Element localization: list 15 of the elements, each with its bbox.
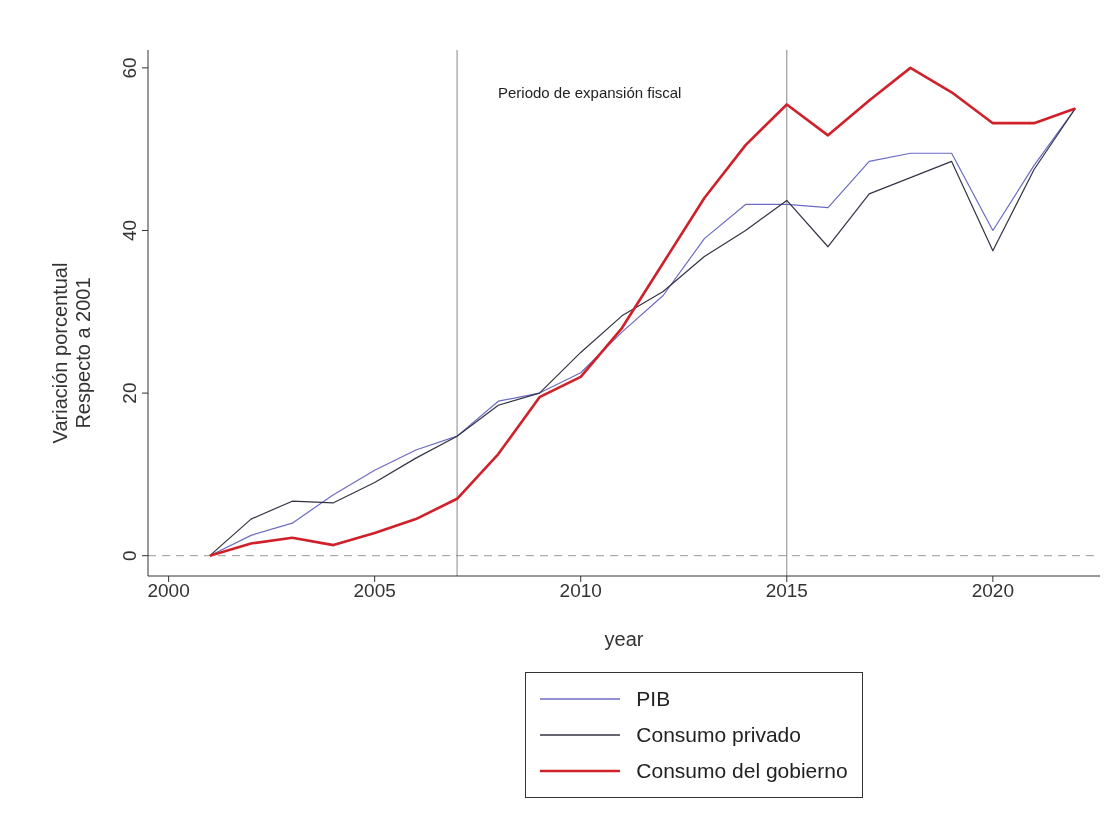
legend-label: Consumo del gobierno: [636, 759, 848, 783]
x-axis-title: year: [604, 628, 644, 650]
x-tick-label: 2005: [353, 580, 396, 602]
x-tick-label: 2010: [559, 580, 602, 602]
x-tick-label: 2020: [971, 580, 1014, 602]
annotation: Periodo de expansión fiscal: [498, 84, 682, 101]
y-tick-label: 40: [119, 219, 140, 242]
legend-label: PIB: [636, 687, 671, 711]
y-tick-label: 20: [119, 382, 140, 404]
y-tick-label: 0: [119, 550, 140, 561]
x-tick-label: 2000: [147, 580, 190, 602]
y-axis-title: Variación porcentual Respecto a 2001: [49, 262, 94, 444]
y-tick-label: 60: [119, 57, 140, 79]
x-tick-label: 2015: [765, 580, 808, 602]
legend-label: Consumo privado: [636, 723, 801, 747]
